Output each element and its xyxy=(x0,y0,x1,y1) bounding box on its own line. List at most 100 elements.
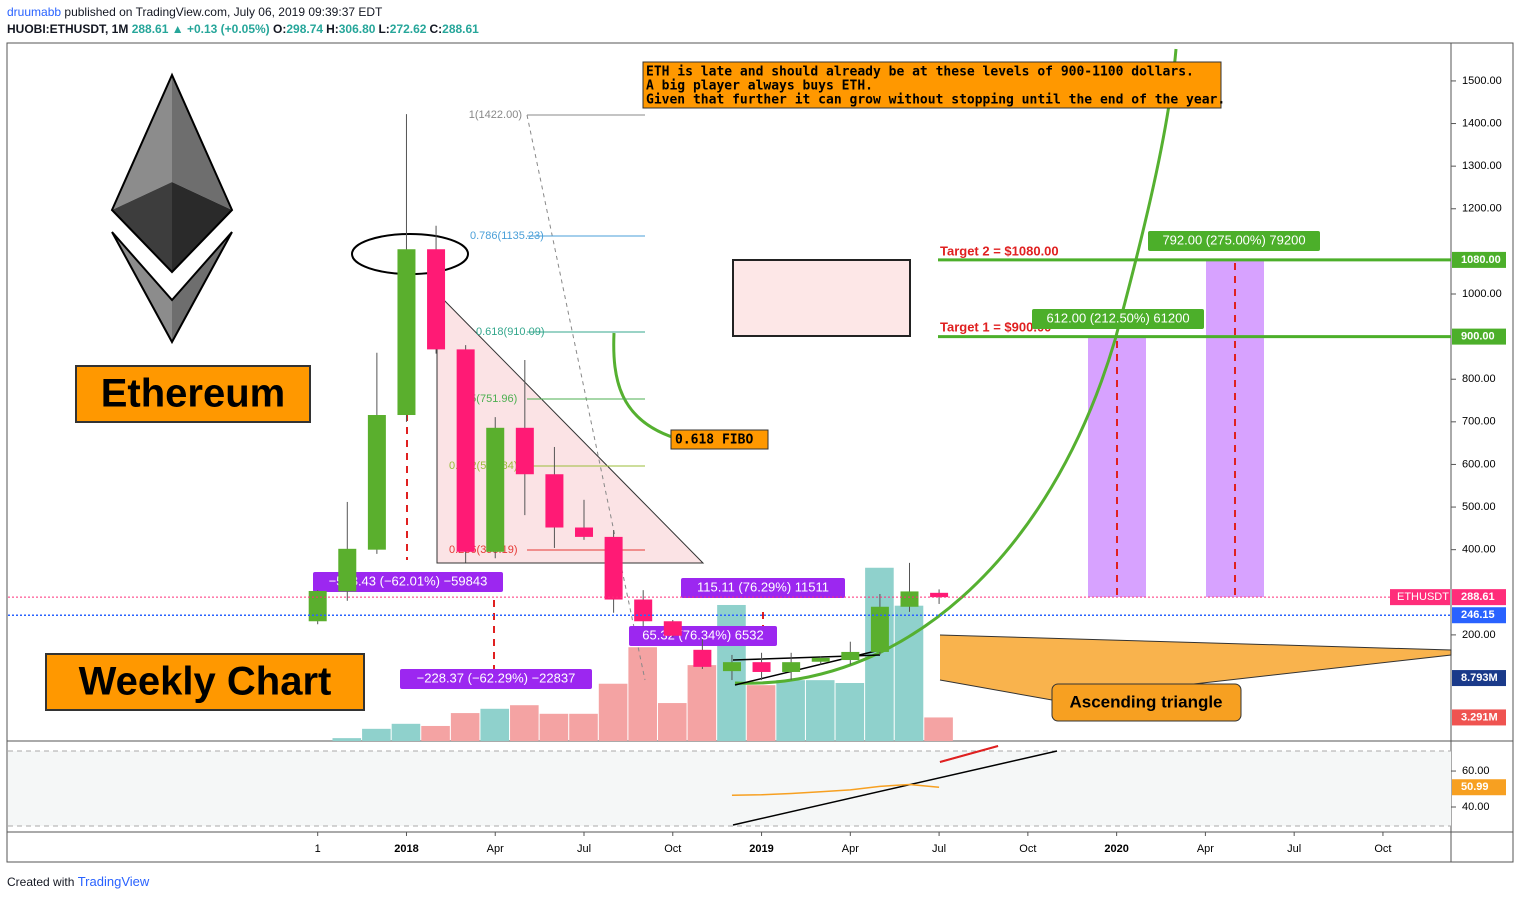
rsi-arrow xyxy=(939,745,999,763)
note-line: ETH is late and should already be at the… xyxy=(646,65,1194,80)
candle-body xyxy=(930,592,949,598)
rsi-line xyxy=(731,783,940,797)
candle-body xyxy=(367,415,386,550)
ohlc-value: 306.80 xyxy=(338,22,376,36)
axis-badge-label: 50.99 xyxy=(1461,781,1489,793)
note-line: Given that further it can grow without s… xyxy=(646,93,1225,108)
move-label: 115.11 (76.29%) 11511 xyxy=(697,579,829,594)
series-badge-label: ETHUSDT xyxy=(1397,591,1449,603)
axis-badge-label: 246.15 xyxy=(1461,609,1495,621)
series-badge xyxy=(1390,589,1450,606)
fibo-arrow xyxy=(612,332,676,440)
x-tick-label: 2019 xyxy=(749,843,773,855)
x-tick-label: Oct xyxy=(1374,843,1391,855)
y-tick-label: 200.00 xyxy=(1462,629,1496,641)
subtitle: Weekly Chart xyxy=(79,660,332,704)
x-tick-label: 2020 xyxy=(1104,843,1128,855)
y-tick-label: 700.00 xyxy=(1462,416,1496,428)
projection-curve xyxy=(734,48,1178,685)
measure-arrow xyxy=(406,262,1236,672)
axis-badge xyxy=(1452,779,1506,796)
fibo-note: 0.618 FIBO xyxy=(675,433,753,448)
volume-bar xyxy=(805,680,835,741)
candle-body xyxy=(604,536,623,600)
brand[interactable]: TradingView xyxy=(77,874,150,889)
fib-trend xyxy=(526,114,646,681)
move-label: −598.43 (−62.01%) −59843 xyxy=(329,573,488,588)
x-tick-label: Jul xyxy=(932,843,946,855)
fib-levels: 1(1422.00) 0.786(1135.23) 0.618(910.09) … xyxy=(449,109,645,556)
ohlc-key: H: xyxy=(326,22,339,36)
candle-body xyxy=(663,621,682,636)
title: Ethereum xyxy=(101,372,286,416)
volume-bar xyxy=(480,708,510,741)
y-tick-label: 1400.00 xyxy=(1462,117,1502,129)
rsi-tick-label: 40.00 xyxy=(1462,801,1490,813)
volume-bar xyxy=(776,680,805,741)
volume-bar xyxy=(569,713,598,741)
rsi-band xyxy=(8,751,1451,826)
note-box xyxy=(642,61,1222,109)
axis-badge-label: 3.291M xyxy=(1461,711,1498,723)
volume-bar xyxy=(894,605,924,741)
candle-body xyxy=(397,249,416,416)
box-drawing xyxy=(732,259,911,337)
x-tick-label: Oct xyxy=(1019,843,1036,855)
target-label: Target 1 = $900.00 xyxy=(940,319,1051,334)
candle-body xyxy=(811,657,830,662)
x-tick-label: Apr xyxy=(1197,843,1214,855)
target-label: Target 2 = $1080.00 xyxy=(940,243,1059,258)
author[interactable]: druumabb xyxy=(7,5,62,19)
candle-body xyxy=(841,651,860,661)
title-box xyxy=(75,365,311,423)
y-tick-label: 1300.00 xyxy=(1462,160,1502,172)
volume-bar xyxy=(924,717,953,741)
subtitle-box xyxy=(45,653,365,711)
move-box xyxy=(681,578,845,598)
y-tick-label: 1000.00 xyxy=(1462,288,1502,300)
x-tick-label: Jul xyxy=(577,843,591,855)
ascending-lines xyxy=(732,649,881,686)
projection xyxy=(1088,337,1146,597)
volume-bar xyxy=(865,567,894,741)
candle-body xyxy=(427,249,446,350)
move-box xyxy=(313,572,503,592)
fibo-box xyxy=(670,429,769,450)
y-tick-label: 500.00 xyxy=(1462,501,1496,513)
x-tick-label: Oct xyxy=(664,843,681,855)
ohlc-key: L: xyxy=(378,22,390,36)
cloud-mark xyxy=(351,233,469,275)
change: ▲ +0.13 (+0.05%) xyxy=(171,22,270,36)
x-tick-label: Apr xyxy=(842,843,859,855)
axis-badge-label: 288.61 xyxy=(1461,591,1495,603)
candle-body xyxy=(545,474,564,528)
fib-label: 0.786(1135.23) xyxy=(470,230,544,242)
candle-body xyxy=(338,548,357,592)
candle-body xyxy=(870,606,889,652)
axis-badge xyxy=(1452,328,1506,345)
x-tick-label: Jul xyxy=(1287,843,1301,855)
projection xyxy=(1206,259,1264,597)
axis-badge-label: 8.793M xyxy=(1461,672,1498,684)
x-tick-label: 1 xyxy=(315,843,321,855)
move-label: 65.32 (76.34%) 6532 xyxy=(642,627,763,642)
x-tick-label: 2018 xyxy=(394,843,418,855)
volume-bar xyxy=(717,604,746,741)
volume-bar xyxy=(687,665,717,741)
ohlc: O:298.74 H:306.80 L:272.62 C:288.61 xyxy=(273,22,482,36)
last: 288.61 xyxy=(131,22,169,36)
move-box xyxy=(400,669,592,689)
published: published on TradingView.com, July 06, 2… xyxy=(64,5,383,19)
candle-body xyxy=(486,427,505,552)
candle-body xyxy=(693,649,712,667)
y-tick-label: 400.00 xyxy=(1462,544,1496,556)
ohlc-value: 288.61 xyxy=(442,22,479,36)
volume-bar xyxy=(835,683,865,741)
axis-badge xyxy=(1452,607,1506,624)
y-tick-label: 1500.00 xyxy=(1462,75,1502,87)
volume-bar xyxy=(598,683,628,741)
volume-bar xyxy=(332,738,362,741)
ohlc-value: 298.74 xyxy=(286,22,324,36)
volume-bar xyxy=(628,647,657,741)
